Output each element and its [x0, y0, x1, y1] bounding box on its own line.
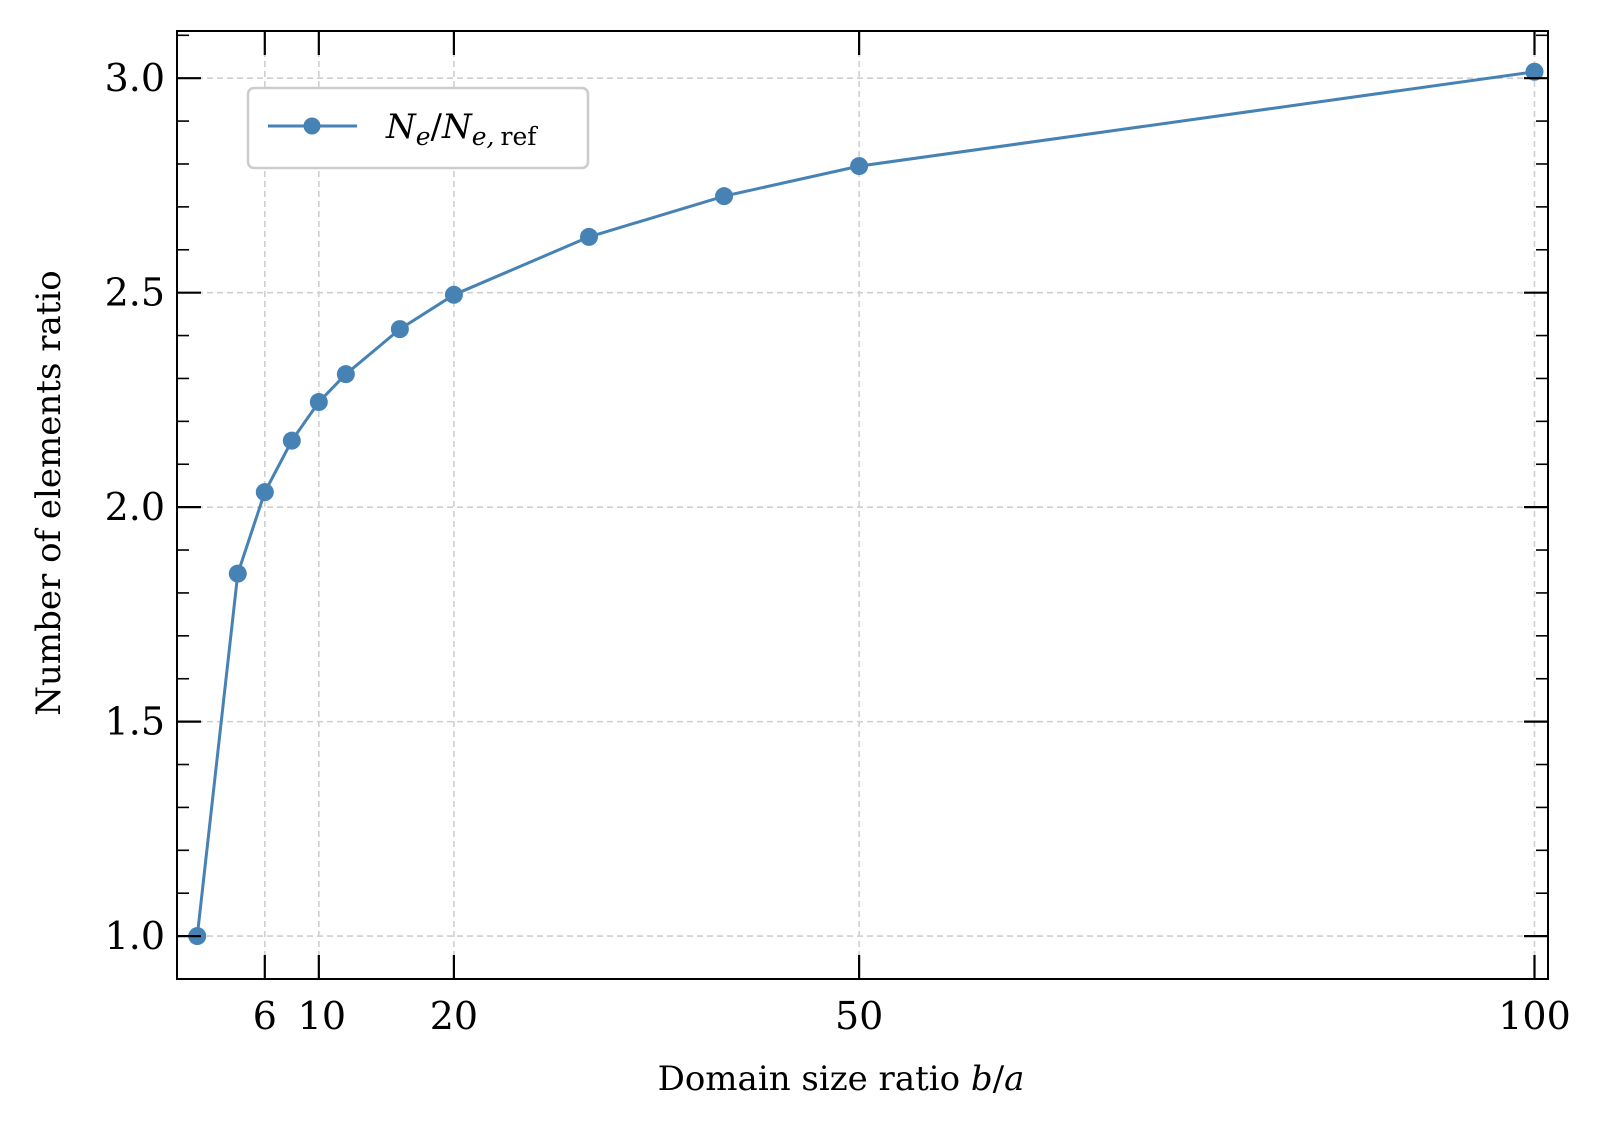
- x-axis-label-var-a: a: [1004, 1059, 1024, 1099]
- plot-frame: [176, 30, 1549, 980]
- data-point: [309, 393, 328, 412]
- legend-label-sub1: e: [416, 122, 431, 151]
- legend-label-sub2: e,: [472, 122, 495, 151]
- x-tick-label: 6: [253, 994, 277, 1038]
- y-tick-label: 2.0: [105, 485, 165, 529]
- y-axis-label: Number of elements ratio: [29, 270, 69, 716]
- y-tick-label: 1.0: [105, 914, 165, 958]
- x-tick-label: 50: [835, 994, 883, 1038]
- x-tick-label: 10: [298, 994, 346, 1038]
- data-point: [444, 285, 463, 304]
- data-point: [336, 365, 355, 384]
- x-axis-label-var-b: b: [971, 1059, 993, 1099]
- grid: [177, 31, 1548, 979]
- tick-labels: 6 10 20 50 100 1.0 1.5 2.0 2.5 3.0: [105, 56, 1571, 1038]
- legend-label-slash: /: [431, 107, 443, 147]
- x-axis-label-slash: /: [993, 1059, 1005, 1099]
- x-tick-label: 20: [430, 994, 478, 1038]
- data-point: [1525, 62, 1544, 81]
- x-axis-label-text: Domain size ratio: [658, 1059, 971, 1099]
- x-tick-label: 100: [1498, 994, 1571, 1038]
- legend-label: Ne/Ne, ref: [385, 107, 538, 151]
- series-line: [195, 70, 1535, 937]
- ticks: [177, 31, 1548, 979]
- y-tick-label: 3.0: [105, 56, 165, 100]
- legend-label-n1: N: [385, 107, 417, 147]
- data-point: [850, 157, 869, 176]
- data-point: [282, 431, 301, 450]
- legend-box: [246, 86, 590, 170]
- data-point: [228, 564, 247, 583]
- data-point: [579, 227, 598, 246]
- x-axis-label: Domain size ratio b/a: [658, 1059, 1025, 1099]
- y-tick-label: 2.5: [105, 271, 165, 315]
- legend-label-sub2-ref: ref: [501, 122, 539, 151]
- data-point: [715, 187, 734, 206]
- legend-label-n2: N: [441, 107, 473, 147]
- legend: Ne/Ne, ref: [246, 86, 590, 170]
- y-tick-label: 1.5: [105, 700, 165, 744]
- data-point: [255, 483, 274, 502]
- series-layer: [188, 62, 1544, 946]
- data-point: [390, 320, 409, 339]
- legend-marker-swatch: [303, 117, 321, 135]
